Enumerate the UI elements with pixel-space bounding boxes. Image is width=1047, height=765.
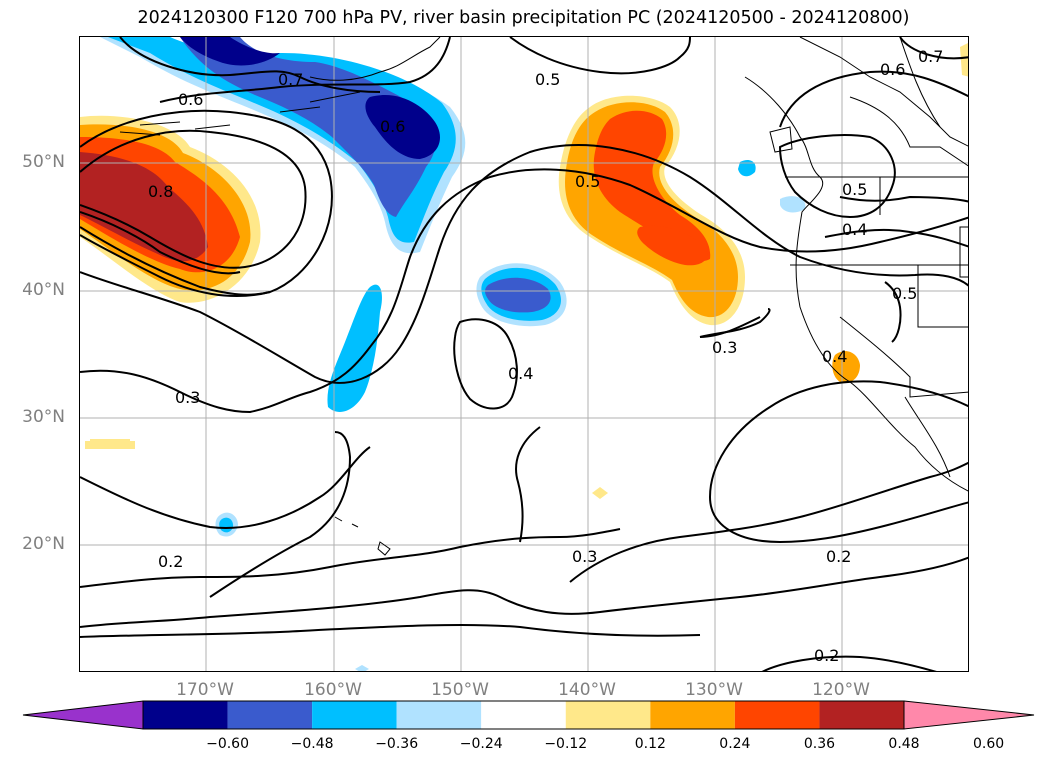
- colorbar: [22, 700, 1035, 730]
- contour-label: 0.4: [822, 347, 847, 366]
- colorbar-extension-low: [22, 700, 144, 730]
- colorbar-tick-label: −0.24: [459, 736, 503, 752]
- lat-label: 40°N: [22, 280, 65, 300]
- lon-label: 160°W: [304, 680, 362, 700]
- contour-label-group: 0.7 0.5 0.6 0.7 0.6 0.8 0.6 0.5 0.5 0.4 …: [148, 47, 943, 665]
- lon-label: 130°W: [685, 680, 743, 700]
- colorbar-tick-label: −0.36: [375, 736, 419, 752]
- colorbar-boxes: [22, 700, 1035, 730]
- colorbar-box: [650, 701, 735, 729]
- contour-label: 0.5: [842, 180, 867, 199]
- colorbar-box: [227, 701, 313, 729]
- colorbar-extension-high: [903, 700, 1035, 730]
- negative-region-central: [476, 263, 567, 327]
- colorbar-tick-label: 0.24: [719, 736, 751, 752]
- contour-label: 0.5: [575, 172, 600, 191]
- contour-label: 0.2: [814, 646, 839, 665]
- contour-label: 0.4: [508, 364, 533, 383]
- contour-label: 0.2: [826, 547, 851, 566]
- positive-region-east: [558, 95, 745, 326]
- colorbar-tick-label: 0.36: [803, 736, 836, 752]
- contour-label: 0.3: [175, 388, 200, 407]
- colorbar-box: [312, 701, 397, 729]
- colorbar-box: [734, 701, 820, 729]
- contour-label: 0.3: [572, 547, 597, 566]
- colorbar-tick-label: −0.48: [290, 736, 334, 752]
- graticule: [80, 37, 968, 671]
- contour-label: 0.2: [158, 552, 183, 571]
- colorbar-tick-label: −0.60: [206, 736, 249, 752]
- contour-label: 0.6: [880, 60, 905, 79]
- colorbar-tick-label: 0.48: [888, 736, 920, 752]
- colorbar-tick-label: 0.60: [972, 736, 1005, 752]
- contour-label: 0.6: [178, 90, 203, 109]
- lat-label: 30°N: [22, 407, 65, 427]
- lat-label: 20°N: [22, 534, 65, 554]
- lon-label: 170°W: [176, 680, 234, 700]
- colorbar-box: [143, 701, 228, 729]
- negative-region-streak: [215, 284, 382, 537]
- map-title: 2024120300 F120 700 hPa PV, river basin …: [137, 8, 910, 28]
- contour-label: 0.8: [148, 182, 173, 201]
- colorbar-box: [396, 701, 482, 729]
- lon-label: 120°W: [812, 680, 870, 700]
- colorbar-box: [481, 701, 566, 729]
- contour-label: 0.4: [842, 220, 867, 239]
- contour-label: 0.6: [380, 117, 405, 136]
- colorbar-box: [565, 701, 651, 729]
- coastlines: [119, 37, 968, 556]
- contour-label: 0.7: [278, 70, 303, 89]
- colorbar-box: [819, 701, 904, 729]
- contour-label: 0.3: [712, 338, 737, 357]
- lat-label: 50°N: [22, 152, 65, 172]
- colorbar-tick-label: 0.12: [634, 736, 666, 752]
- map-panel: 0.7 0.5 0.6 0.7 0.6 0.8 0.6 0.5 0.5 0.4 …: [79, 36, 969, 672]
- lon-label: 140°W: [558, 680, 616, 700]
- positive-spots: [85, 43, 968, 671]
- pv-contours: [80, 37, 968, 671]
- contour-label: 0.7: [918, 47, 943, 66]
- map-svg: 0.7 0.5 0.6 0.7 0.6 0.8 0.6 0.5 0.5 0.4 …: [80, 37, 968, 671]
- lon-label: 150°W: [431, 680, 489, 700]
- contour-label: 0.5: [535, 70, 560, 89]
- contour-label: 0.5: [892, 284, 917, 303]
- colorbar-tick-label: −0.12: [544, 736, 588, 752]
